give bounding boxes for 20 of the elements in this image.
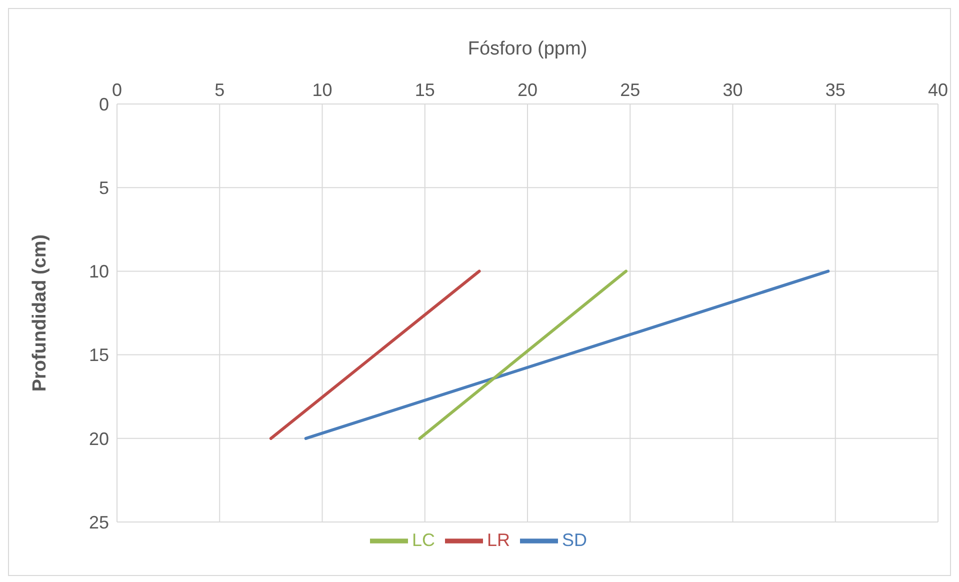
y-tick-label: 10 — [88, 262, 109, 282]
x-tick-label: 35 — [825, 80, 846, 100]
x-tick-label: 15 — [414, 80, 435, 100]
x-tick-label: 25 — [620, 80, 640, 100]
legend-label: LC — [412, 530, 435, 550]
y-tick-label: 15 — [88, 345, 109, 366]
x-tick-label: 40 — [928, 80, 948, 100]
y-tick-label: 25 — [88, 512, 109, 532]
y-tick-label: 0 — [98, 94, 109, 114]
x-tick-label: 5 — [214, 80, 225, 100]
y-tick-label: 5 — [98, 178, 109, 198]
legend-label: LR — [486, 530, 510, 550]
x-tick-label: 0 — [112, 80, 122, 100]
x-tick-label: 10 — [312, 80, 332, 100]
legend-label: SD — [562, 530, 588, 550]
x-tick-label: 30 — [722, 80, 743, 100]
y-axis-title: Profundidad (cm) — [30, 234, 51, 392]
x-axis-title: Fósforo (ppm) — [468, 38, 588, 60]
x-tick-label: 20 — [517, 80, 538, 100]
y-tick-label: 20 — [88, 428, 109, 449]
